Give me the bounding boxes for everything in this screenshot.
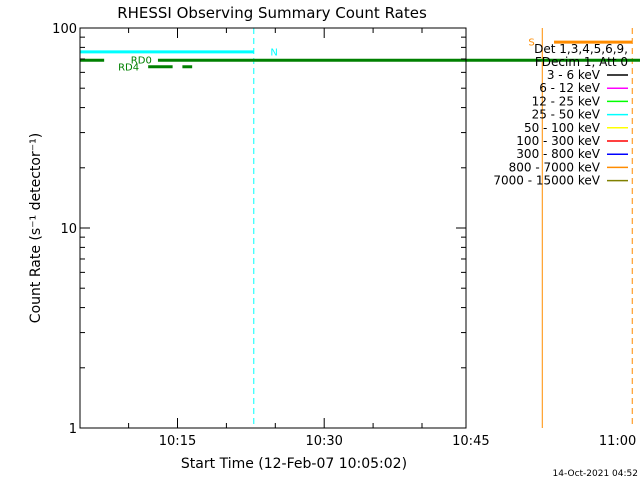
legend-header-line-1: Det 1,3,4,5,6,9,: [534, 42, 628, 56]
legend-header-line-2: FDecim 1, Att 0: [535, 55, 628, 69]
chart-title: RHESSI Observing Summary Count Rates: [117, 4, 427, 22]
y-tick-label: 100: [52, 22, 77, 37]
legend-label: 3 - 6 keV: [547, 68, 601, 82]
x-axis-label: Start Time (12-Feb-07 10:05:02): [181, 456, 407, 472]
y-tick-label: 1: [69, 422, 77, 437]
flag-rd4: RD4: [118, 62, 193, 73]
legend-label: 7000 - 15000 keV: [493, 174, 600, 188]
axes-layer: 10:1510:3010:4511:0011:1511:3011:4511010…: [52, 22, 636, 449]
flag-label-n: N: [270, 47, 277, 58]
legend-label: 25 - 50 keV: [532, 108, 601, 122]
y-axis-label: Count Rate (s⁻¹ detector⁻¹): [28, 133, 44, 323]
x-tick-label: 10:30: [305, 434, 342, 449]
flag-rd0: RD0: [80, 56, 640, 67]
y-tick-label: 10: [60, 222, 77, 237]
legend-label: 100 - 300 keV: [516, 134, 600, 148]
flag-label-s: S: [528, 38, 534, 49]
x-tick-label: 11:00: [599, 434, 636, 449]
plot-frame: [79, 27, 467, 429]
flag-label-rd0: RD0: [131, 56, 152, 67]
flag-s: S: [528, 38, 633, 49]
x-tick-label: 10:15: [159, 434, 196, 449]
legend-label: 800 - 7000 keV: [509, 160, 601, 174]
legend-label: 6 - 12 keV: [539, 81, 601, 95]
x-tick-label: 10:45: [452, 434, 489, 449]
legend-label: 12 - 25 keV: [532, 94, 601, 108]
legend-label: 300 - 800 keV: [516, 147, 600, 161]
timestamp: 14-Oct-2021 04:52: [553, 469, 638, 479]
flag-n: N: [80, 47, 278, 58]
legend: Det 1,3,4,5,6,9, FDecim 1, Att 0 3 - 6 k…: [493, 42, 628, 188]
flag-label-rd4: RD4: [118, 62, 139, 73]
legend-label: 50 - 100 keV: [524, 121, 601, 135]
